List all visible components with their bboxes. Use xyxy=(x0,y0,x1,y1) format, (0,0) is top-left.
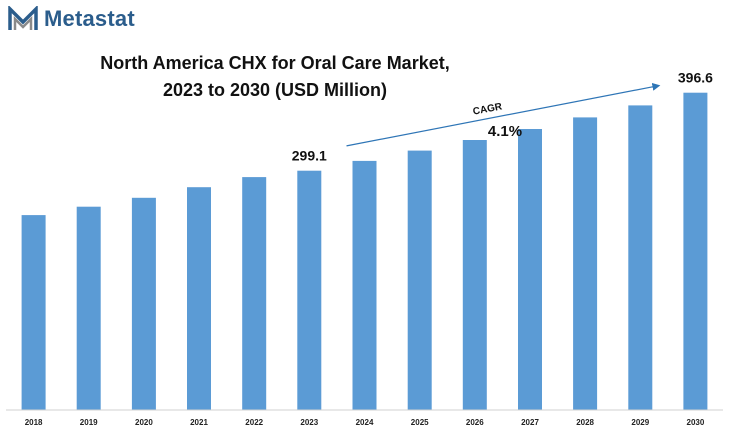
bar-2028 xyxy=(573,117,598,411)
bars-layer xyxy=(21,92,708,411)
bar-2019 xyxy=(76,206,101,410)
x-tick-2023: 2023 xyxy=(300,418,318,427)
cagr-annotation: CAGR 4.1% xyxy=(346,82,661,147)
bar-2021 xyxy=(187,187,211,410)
bar-2018 xyxy=(21,215,46,410)
metastat-logo-icon xyxy=(8,6,38,30)
bar-2025 xyxy=(407,150,432,410)
x-axis: 2018 2019 2020 2021 2022 2023 2024 2025 2026 2027… xyxy=(6,409,723,427)
bar-2027 xyxy=(518,129,542,410)
x-tick-2020: 2020 xyxy=(135,418,153,427)
x-tick-2018: 2018 xyxy=(25,418,43,427)
bar-2023 xyxy=(297,170,322,410)
x-tick-2028: 2028 xyxy=(576,418,594,427)
cagr-value: 4.1% xyxy=(488,123,522,140)
chart-title-line2: 2023 to 2030 (USD Million) xyxy=(162,80,388,100)
x-tick-2029: 2029 xyxy=(631,418,649,427)
x-tick-2025: 2025 xyxy=(411,418,429,427)
brand-logo: Metastat xyxy=(8,6,135,32)
chart-title: North America CHX for Oral Care Market, … xyxy=(60,50,490,104)
cagr-arrow xyxy=(346,82,661,147)
chart-title-line1: North America CHX for Oral Care Market, xyxy=(100,53,450,73)
x-tick-2022: 2022 xyxy=(245,418,263,427)
labels-layer: 299.1 396.6 xyxy=(292,70,713,164)
x-tick-2026: 2026 xyxy=(466,418,484,427)
bar-2030 xyxy=(683,92,708,410)
bar-2020 xyxy=(131,197,156,410)
x-tick-2024: 2024 xyxy=(356,418,374,427)
x-tick-2027: 2027 xyxy=(521,418,539,427)
x-tick-2030: 2030 xyxy=(687,418,705,427)
cagr-label: CAGR xyxy=(472,101,504,118)
bar-2026 xyxy=(462,140,487,410)
x-tick-2021: 2021 xyxy=(190,418,208,427)
bar-2022 xyxy=(242,177,267,410)
bar-2029 xyxy=(628,105,653,411)
x-tick-2019: 2019 xyxy=(80,418,98,427)
bar-2024 xyxy=(352,160,377,410)
brand-name: Metastat xyxy=(44,6,135,31)
data-label-2023: 299.1 xyxy=(292,148,327,164)
data-label-2030: 396.6 xyxy=(678,70,713,86)
